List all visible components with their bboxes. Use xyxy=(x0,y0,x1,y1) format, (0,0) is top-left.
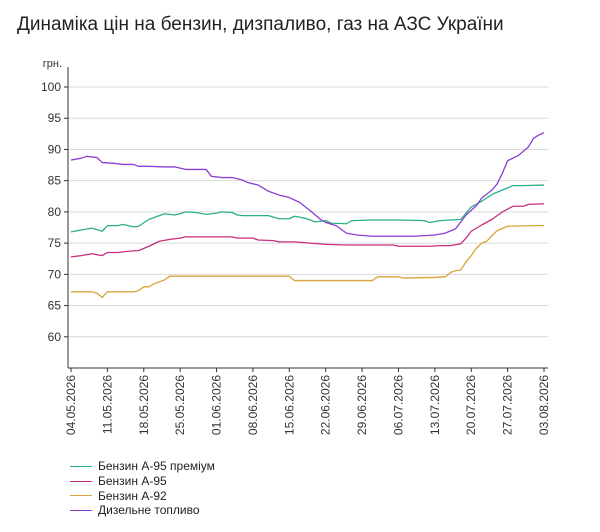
y-tick-label: 85 xyxy=(48,174,62,188)
y-tick-label: 65 xyxy=(48,299,62,313)
chart-title: Динаміка цін на бензин, дизпаливо, газ н… xyxy=(17,14,504,35)
legend-item[interactable]: Бензин А-95 xyxy=(70,474,215,489)
x-tick-label: 27.07.2026 xyxy=(501,375,515,435)
y-tick-label: 70 xyxy=(48,267,62,281)
legend-label: Дизельне топливо xyxy=(98,503,200,518)
x-tick-label: 08.06.2026 xyxy=(246,375,260,435)
gridlines xyxy=(68,86,548,338)
x-tick-label: 15.06.2026 xyxy=(282,375,296,435)
y-tick-label: 90 xyxy=(48,142,62,156)
series-line-1 xyxy=(70,184,545,233)
legend-item[interactable]: Бензин А-95 преміум xyxy=(70,459,215,474)
axes xyxy=(67,67,548,369)
y-tick-label: 75 xyxy=(48,236,62,250)
legend-label: Бензин А-92 xyxy=(98,488,167,503)
series-line-4 xyxy=(70,131,545,237)
x-tick-label: 11.05.2026 xyxy=(100,375,114,434)
x-tick-label: 04.05.2026 xyxy=(64,375,78,435)
x-tick-label: 01.06.2026 xyxy=(210,375,224,435)
x-tick-label: 29.06.2026 xyxy=(355,375,369,435)
x-tick-label: 03.08.2026 xyxy=(537,375,551,435)
y-tick-label: 100 xyxy=(41,80,61,94)
legend-swatch xyxy=(70,509,92,511)
x-tick-label: 22.06.2026 xyxy=(319,375,333,435)
chart-legend: Бензин А-95 преміум Бензин А-95 Бензин А-9… xyxy=(70,459,215,518)
y-axis-label: грн. xyxy=(43,58,62,70)
series-line-3 xyxy=(71,224,544,299)
legend-item[interactable]: Дизельне топливо xyxy=(70,503,215,518)
legend-item[interactable]: Бензин А-92 xyxy=(70,488,215,503)
y-axis-ticks: 60 65 70 75 80 85 90 95 100 xyxy=(41,80,68,344)
series-lines xyxy=(70,131,545,299)
x-tick-label: 18.05.2026 xyxy=(137,375,151,435)
line-chart: 60 65 70 75 80 85 90 95 100 04.05.2026 11.05.2026… xyxy=(41,58,551,435)
x-tick-label: 25.05.2026 xyxy=(173,375,187,435)
legend-swatch xyxy=(70,495,92,497)
x-tick-label: 06.07.2026 xyxy=(391,375,405,435)
y-tick-label: 60 xyxy=(48,330,62,344)
legend-swatch xyxy=(70,465,92,467)
legend-label: Бензин А-95 преміум xyxy=(98,459,215,474)
y-tick-label: 80 xyxy=(48,205,62,219)
x-tick-label: 20.07.2026 xyxy=(464,375,478,435)
legend-label: Бензин А-95 xyxy=(98,474,167,489)
series-line-2 xyxy=(70,203,545,258)
legend-swatch xyxy=(70,480,92,482)
y-tick-label: 95 xyxy=(48,111,62,125)
x-axis-ticks: 04.05.2026 11.05.2026 18.05.2026 25.05.2026… xyxy=(64,368,551,435)
x-tick-label: 13.07.2026 xyxy=(428,375,442,435)
